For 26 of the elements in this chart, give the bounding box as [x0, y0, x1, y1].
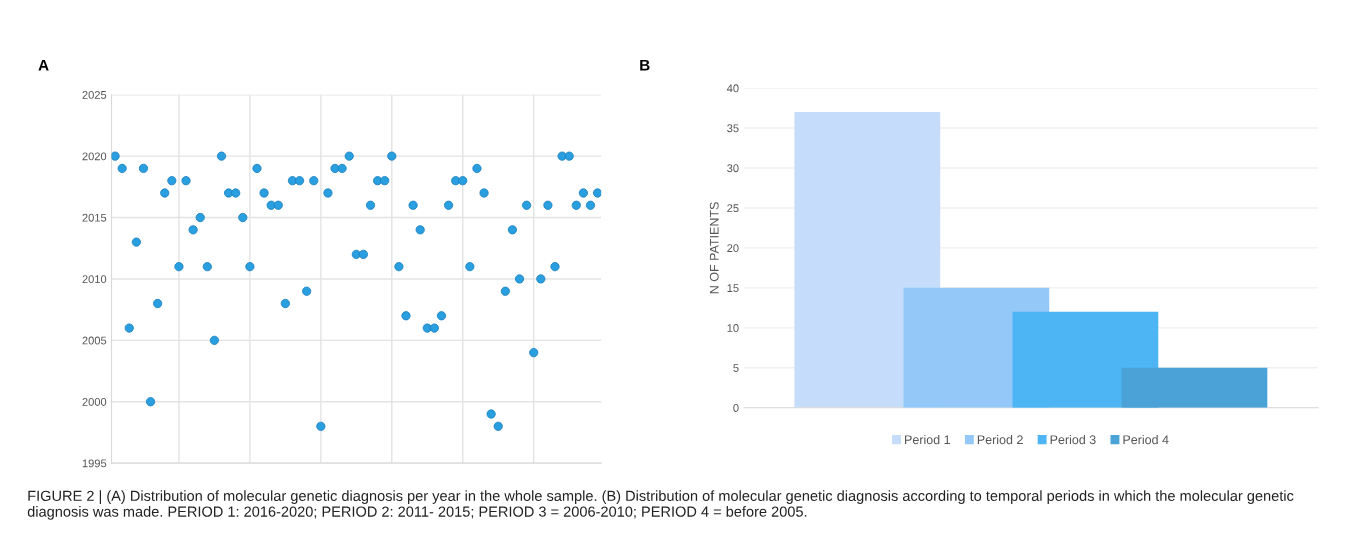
- y-tick-label: 2000: [82, 398, 107, 406]
- y-tick-label: 35: [727, 124, 739, 133]
- y-tick-label: 0: [733, 404, 739, 412]
- y-tick-label: 20: [727, 244, 739, 253]
- y-tick-label: 2025: [82, 91, 107, 99]
- y-axis-title: N OF PATIENTS: [709, 202, 719, 294]
- legend-label: Period 3: [1050, 434, 1096, 445]
- y-tick-label: 10: [727, 324, 739, 332]
- chart-title: B: [640, 59, 650, 71]
- bar: [1121, 367, 1268, 408]
- y-tick-label: 5: [733, 364, 739, 372]
- y-tick-label: 2020: [82, 152, 107, 161]
- y-tick-label: 2005: [82, 336, 107, 345]
- y-tick-label: 25: [727, 204, 739, 213]
- bar: [794, 112, 941, 408]
- y-tick-label: 30: [727, 164, 739, 173]
- legend-label: Period 1: [905, 434, 950, 445]
- y-tick-label: 15: [727, 284, 739, 293]
- y-tick-label: 2010: [82, 275, 107, 284]
- y-tick-label: 1995: [82, 459, 107, 468]
- y-tick-label: 40: [726, 84, 739, 93]
- caption: FIGURE 2 | (A) Distribution of molecular genetic diagnosis per year in the whole sample. (B) Distribution of molecular genetic diagnosis according to temporal periods in which the molecular genetic diagnosis was made. PERIOD 1: 2016-2020; PERIOD 2: 2011- 2015; PERIOD 3 = 2006-2010; PERIOD 4 = before 2005.: [27, 490, 1294, 520]
- legend-label: Period 2: [977, 434, 1023, 445]
- y-tick-label: 2015: [82, 213, 107, 222]
- legend-label: Period 4: [1123, 434, 1169, 445]
- chart-title: A: [38, 59, 49, 71]
